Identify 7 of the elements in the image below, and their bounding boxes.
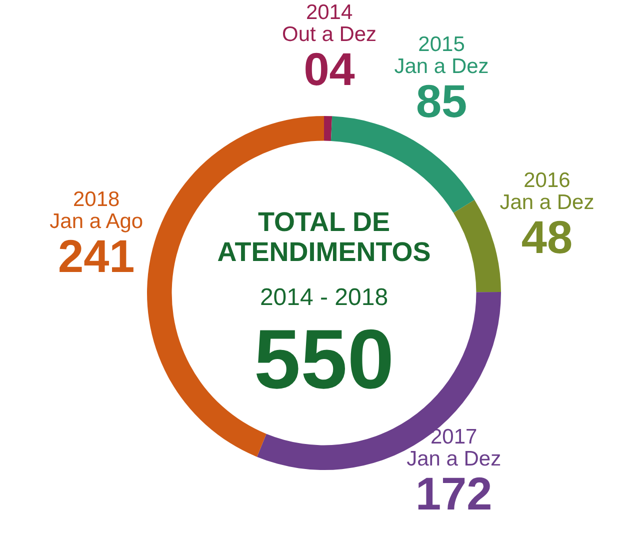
text: 2014 - 2018: [260, 284, 388, 311]
donut-slice: [324, 116, 332, 141]
text: TOTAL DE ATENDIMENTOS: [217, 207, 431, 267]
donut-slice: [330, 116, 475, 213]
slice-label: 2018 Jan a Ago: [50, 188, 144, 234]
text: 550: [254, 312, 394, 406]
donut-slice: [453, 200, 501, 292]
